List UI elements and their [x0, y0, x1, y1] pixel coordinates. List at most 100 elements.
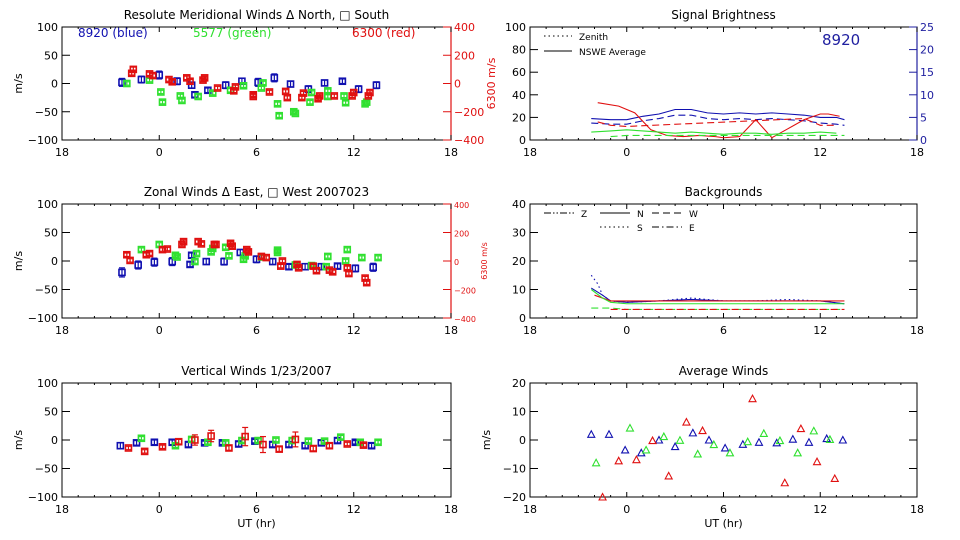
data-point [366, 88, 374, 97]
series-line [591, 129, 837, 135]
y-tick-label: −100 [28, 491, 58, 504]
series-5577 [591, 423, 835, 467]
data-point [374, 253, 382, 262]
data-point [126, 256, 134, 265]
data-point [759, 428, 769, 437]
data-point [688, 428, 698, 437]
x-tick-label: 12 [347, 146, 361, 159]
series-5577 [137, 433, 382, 450]
data-point [173, 253, 181, 261]
data-point [358, 253, 366, 262]
data-point [197, 240, 206, 248]
data-point [725, 448, 735, 457]
x-tick-label: 0 [156, 324, 163, 337]
y2-axis-label: 6300 m/s [480, 242, 489, 280]
x-tick-label: 18 [523, 503, 537, 516]
series-line [594, 294, 845, 302]
data-point [670, 441, 680, 451]
data-point [641, 445, 651, 454]
data-point [191, 436, 199, 444]
y-tick-label: 100 [37, 377, 58, 390]
data-point [743, 437, 753, 446]
data-point [150, 438, 159, 447]
x-tick-label: 18 [523, 146, 537, 159]
series-line [597, 102, 840, 139]
x-tick-label: 18 [444, 324, 458, 337]
y-tick-label: 0 [51, 434, 58, 447]
y2-tick-label: 400 [454, 21, 475, 34]
data-point [158, 98, 167, 106]
data-point [788, 434, 798, 443]
data-point [254, 436, 262, 445]
plot-frame [61, 26, 452, 141]
y2-tick-label: 400 [454, 201, 469, 210]
data-point [212, 240, 220, 249]
data-point [632, 455, 641, 464]
data-point [748, 394, 757, 403]
y-tick-label: 10 [512, 406, 526, 419]
data-point [349, 88, 358, 97]
x-axis-label: UT (hr) [704, 517, 742, 530]
data-point [186, 77, 194, 86]
y-tick-label: −50 [35, 284, 58, 297]
chart-title: Average Winds [679, 364, 769, 378]
data-point [230, 87, 238, 95]
y-axis-label: m/s [12, 430, 25, 450]
data-point [231, 83, 240, 91]
data-point [225, 252, 233, 260]
data-point [620, 445, 630, 454]
data-point [192, 249, 201, 258]
y-tick-label: −10 [503, 463, 526, 476]
x-tick-label: 18 [910, 146, 924, 159]
x-axis-label: UT (hr) [237, 517, 275, 530]
data-point [270, 74, 279, 82]
data-point [830, 473, 840, 483]
y2-tick-label: 0 [920, 134, 927, 147]
data-point [278, 257, 287, 265]
y-tick-label: 40 [512, 198, 526, 211]
legend-label: W [689, 210, 698, 220]
data-point [286, 80, 295, 88]
data-point [123, 79, 131, 88]
data-point [780, 478, 790, 487]
data-point [614, 456, 624, 465]
x-tick-label: 12 [813, 324, 827, 337]
annotation-label: 8920 (blue) [78, 26, 148, 40]
data-point [591, 458, 601, 467]
series-6300 [124, 426, 368, 456]
data-point [249, 92, 258, 101]
x-tick-label: 18 [910, 324, 924, 337]
x-tick-label: 18 [55, 503, 69, 516]
y2-axis-label: 6300 m/s [485, 57, 498, 109]
data-point [259, 440, 267, 449]
data-point [312, 266, 321, 275]
data-point [754, 437, 764, 446]
y-tick-label: −100 [28, 134, 58, 147]
plot-frame [529, 382, 918, 498]
data-point [675, 435, 685, 444]
data-point [324, 252, 332, 261]
data-point [127, 69, 136, 78]
data-point [291, 435, 300, 444]
y-tick-label: 50 [44, 49, 58, 62]
y-tick-label: 0 [51, 255, 58, 268]
x-tick-label: 18 [444, 146, 458, 159]
data-point [351, 438, 360, 447]
data-point [315, 92, 324, 100]
data-point [268, 257, 277, 266]
series-line [597, 117, 837, 127]
data-point [140, 447, 149, 456]
y2-tick-label: −400 [454, 134, 484, 147]
data-point [272, 436, 280, 444]
y2-tick-label: −400 [454, 315, 476, 324]
data-point [698, 425, 707, 435]
data-point [174, 437, 183, 446]
data-point [772, 438, 782, 447]
data-point [148, 71, 157, 80]
series-line [590, 289, 845, 305]
data-point [208, 89, 217, 97]
series-line [591, 307, 845, 311]
y-tick-label: 100 [37, 21, 58, 34]
data-point [191, 257, 199, 266]
y-axis-label: m/s [12, 73, 25, 93]
